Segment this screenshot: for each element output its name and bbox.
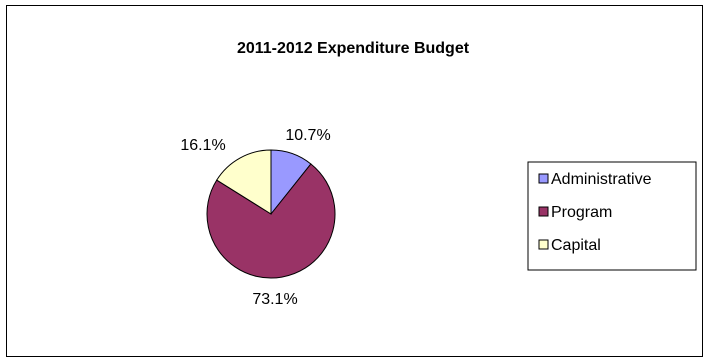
data-label-administrative: 10.7%	[285, 127, 330, 144]
chart-title: 2011-2012 Expenditure Budget	[237, 40, 470, 57]
legend-swatch-capital	[538, 239, 549, 250]
pie-slice-program	[206, 163, 336, 279]
chart-frame: 2011-2012 Expenditure Budget 10.7% 73.1% 1…	[6, 5, 703, 357]
pie-slices	[206, 149, 336, 279]
pie-slice-capital	[216, 149, 272, 215]
legend-label-capital: Capital	[551, 237, 601, 254]
legend-label-administrative: Administrative	[551, 171, 652, 188]
legend-swatch-program	[538, 206, 549, 217]
data-label-capital: 16.1%	[180, 137, 225, 154]
pie-chart: 2011-2012 Expenditure Budget 10.7%73.1%1…	[180, 40, 697, 308]
legend-box	[527, 161, 697, 271]
legend-swatch-administrative	[538, 173, 549, 184]
data-label-program: 73.1%	[252, 291, 297, 308]
legend-label-program: Program	[551, 204, 612, 221]
legend: Administrative Program Capital	[538, 171, 652, 254]
pie-data-labels: 10.7% 73.1% 16.1%	[180, 127, 330, 308]
